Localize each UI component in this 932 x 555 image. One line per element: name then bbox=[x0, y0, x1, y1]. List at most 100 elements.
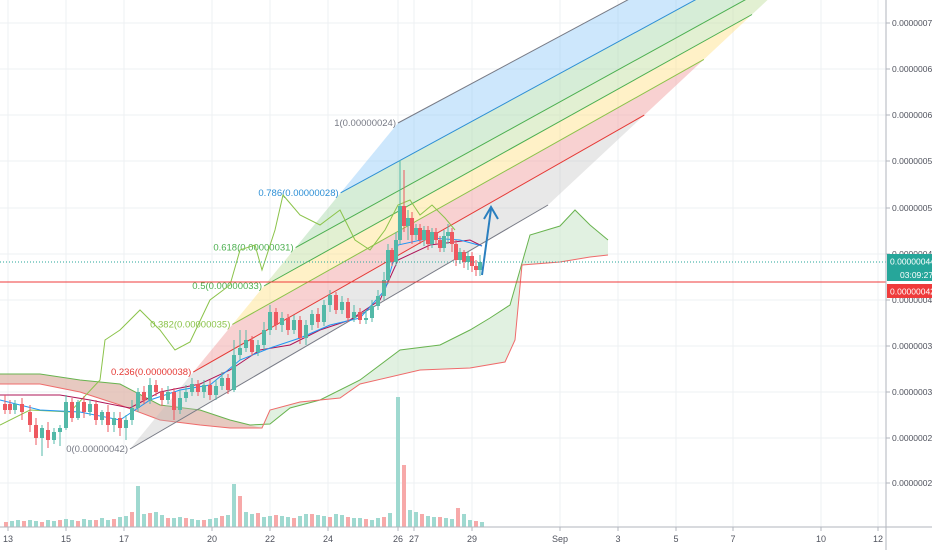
volume-bar bbox=[346, 517, 350, 527]
candle-body bbox=[390, 250, 394, 262]
candle-body bbox=[410, 218, 414, 235]
candle-body bbox=[118, 418, 122, 428]
fib-line bbox=[295, 0, 746, 248]
candle-body bbox=[154, 385, 158, 392]
volume-bar bbox=[244, 512, 248, 527]
volume-bar bbox=[118, 517, 122, 527]
volume-bar bbox=[4, 522, 8, 527]
y-tick-label: 0.00000065 bbox=[892, 64, 932, 74]
candle-body bbox=[286, 318, 290, 330]
fib-label: 0(0.00000042) bbox=[66, 444, 128, 455]
candle-body bbox=[386, 250, 390, 280]
volume-bar bbox=[414, 512, 418, 527]
fib-label: 0.618(0.00000031) bbox=[213, 243, 293, 254]
x-tick-label: 5 bbox=[673, 534, 678, 544]
level-price-label: 0.00000042 bbox=[890, 287, 932, 297]
candle-body bbox=[202, 385, 206, 392]
fib-zone bbox=[264, 0, 768, 286]
ichimoku-cloud bbox=[0, 209, 609, 429]
x-tick-label: 22 bbox=[265, 534, 275, 544]
volume-bar bbox=[432, 517, 436, 527]
candle-body bbox=[322, 305, 326, 322]
volume-bar bbox=[474, 521, 478, 527]
x-tick-label: 10 bbox=[816, 534, 826, 544]
volume-bar bbox=[328, 517, 332, 527]
x-tick-label: 20 bbox=[207, 534, 217, 544]
volume-bar bbox=[402, 465, 406, 527]
candle-body bbox=[454, 244, 458, 260]
candle-body bbox=[172, 392, 176, 410]
candle-body bbox=[280, 318, 284, 325]
volume-bar bbox=[298, 516, 302, 527]
volume-bar bbox=[172, 518, 176, 527]
fib-line bbox=[232, 59, 705, 325]
volume-bar bbox=[70, 520, 74, 527]
volume-bar bbox=[64, 519, 68, 527]
volume-bar bbox=[310, 514, 314, 527]
candle-body bbox=[346, 302, 350, 318]
candles bbox=[3, 160, 482, 456]
volume-bar bbox=[238, 496, 242, 527]
volume-bar bbox=[232, 484, 236, 527]
volume-bar bbox=[106, 520, 110, 527]
candle-body bbox=[370, 306, 374, 318]
candle-body bbox=[106, 412, 110, 425]
volume-bar bbox=[426, 516, 430, 527]
y-tick-label: 0.00000025 bbox=[892, 433, 932, 443]
candle-body bbox=[238, 348, 242, 355]
volume-bar bbox=[444, 518, 448, 527]
candle-body bbox=[196, 384, 200, 392]
volume-bar bbox=[370, 520, 374, 527]
volume-bar bbox=[358, 518, 362, 527]
candle-body bbox=[184, 392, 188, 398]
volume-bar bbox=[16, 520, 20, 527]
volume-bar bbox=[280, 516, 284, 527]
candle-body bbox=[178, 398, 182, 410]
volume-bar bbox=[148, 513, 152, 527]
volume-bar bbox=[22, 521, 26, 527]
fib-line bbox=[340, 0, 697, 194]
y-tick-label: 0.00000035 bbox=[892, 341, 932, 351]
leading-span-a bbox=[0, 209, 609, 426]
candle-body bbox=[88, 404, 92, 412]
y-tick-label: 0.00000055 bbox=[892, 156, 932, 166]
candle-body bbox=[34, 425, 38, 438]
candle-body bbox=[434, 232, 438, 240]
grid bbox=[0, 0, 886, 527]
volume-bar bbox=[388, 513, 392, 527]
candle-body bbox=[394, 240, 398, 262]
x-tick-label: Sep bbox=[552, 534, 568, 544]
fib-zone bbox=[232, 14, 753, 325]
candle-body bbox=[76, 402, 80, 418]
candle-body bbox=[28, 412, 32, 425]
candle-body bbox=[70, 402, 74, 418]
x-tick-label: 26 bbox=[393, 534, 403, 544]
candle-body bbox=[142, 392, 146, 400]
volume-bar bbox=[190, 519, 194, 527]
candle-body bbox=[58, 428, 62, 432]
volume-bar bbox=[178, 517, 182, 527]
volume-bar bbox=[184, 518, 188, 527]
volume-bar bbox=[124, 516, 128, 527]
volume-bar bbox=[352, 518, 356, 527]
candle-body bbox=[226, 378, 230, 390]
candle-body bbox=[8, 404, 12, 410]
candle-body bbox=[414, 228, 418, 235]
candle-body bbox=[3, 404, 7, 410]
volume-bar bbox=[340, 515, 344, 527]
candle-body bbox=[112, 418, 116, 425]
volume-bar bbox=[202, 520, 206, 527]
volume-bar bbox=[250, 514, 254, 527]
volume-bar bbox=[226, 515, 230, 527]
candle-body bbox=[418, 228, 422, 240]
volume-bar bbox=[10, 521, 14, 527]
x-tick-label: 29 bbox=[467, 534, 477, 544]
candle-body bbox=[262, 330, 266, 345]
candle-body bbox=[46, 430, 50, 440]
candle-body bbox=[274, 312, 278, 325]
volume-bar bbox=[420, 514, 424, 527]
